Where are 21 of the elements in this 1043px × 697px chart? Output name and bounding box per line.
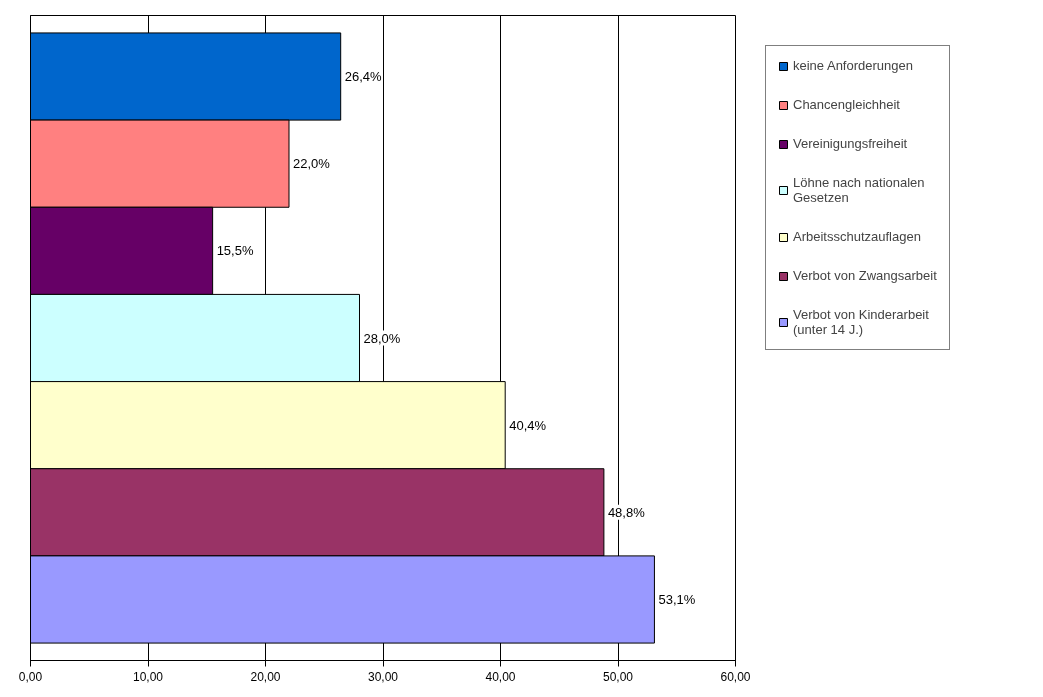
legend-label: Verbot von Zwangsarbeit — [793, 268, 937, 283]
x-tick-label: 50,00 — [602, 669, 634, 684]
data-label: 22,0% — [293, 156, 331, 172]
data-label: 26,4% — [344, 69, 382, 85]
legend-label: Verbot von Kinderarbeit (unter 14 J.) — [793, 307, 929, 337]
legend-label: Vereinigungsfreiheit — [793, 136, 908, 151]
data-label: 28,0% — [363, 330, 401, 346]
data-label: 15,5% — [216, 243, 254, 259]
data-label: 53,1% — [658, 591, 696, 607]
legend-label: keine Anforderungen — [793, 58, 913, 73]
data-label: 40,4% — [509, 417, 547, 433]
legend-label: Löhne nach nationalen Gesetzen — [793, 175, 925, 205]
x-tick-label: 30,00 — [367, 669, 399, 684]
x-tick-label: 10,00 — [132, 669, 164, 684]
x-tick-label: 40,00 — [485, 669, 516, 684]
x-tick-label: 0,00 — [18, 669, 43, 684]
legend-label: Chancengleichheit — [793, 97, 900, 112]
x-tick-label: 60,00 — [720, 669, 751, 684]
x-tick-label: 20,00 — [250, 669, 281, 684]
legend-label: Arbeitsschutzauflagen — [793, 229, 921, 244]
data-label: 48,8% — [607, 504, 646, 520]
